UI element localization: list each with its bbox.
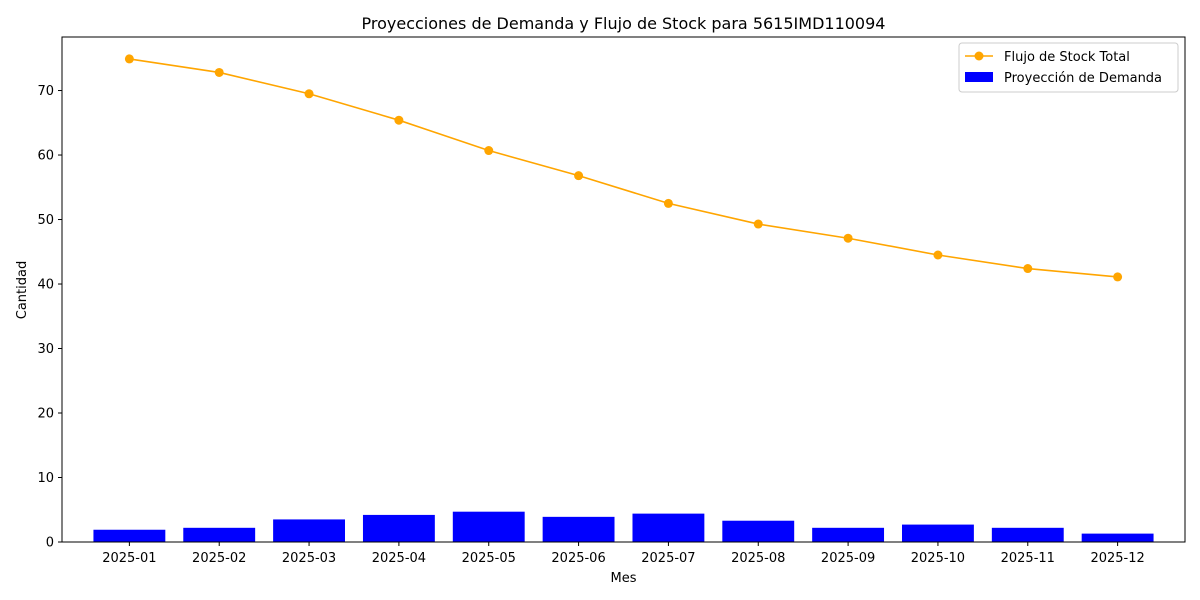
demand-bar <box>183 527 256 542</box>
x-tick-label: 2025-07 <box>641 551 695 566</box>
demand-bar <box>722 520 795 542</box>
y-tick-label: 0 <box>46 536 54 551</box>
x-tick-label: 2025-04 <box>372 551 426 566</box>
stock-flow-point <box>574 171 584 181</box>
stock-flow-point <box>124 54 134 64</box>
demand-bar <box>902 524 974 542</box>
demand-bar <box>452 511 525 542</box>
stock-flow-point <box>753 219 763 229</box>
y-tick-label: 20 <box>37 407 54 422</box>
legend-label-stock: Flujo de Stock Total <box>1004 50 1130 65</box>
x-axis-label: Mes <box>611 571 637 586</box>
stock-flow-line <box>129 58 1118 278</box>
y-tick-label: 10 <box>37 471 54 486</box>
stock-flow-point <box>663 198 673 208</box>
x-tick-label: 2025-08 <box>731 551 785 566</box>
y-axis-label: Cantidad <box>15 261 30 319</box>
y-tick-label: 40 <box>37 278 54 293</box>
demand-bar <box>273 519 345 542</box>
legend-marker-swatch <box>974 51 984 61</box>
y-tick-label: 50 <box>37 213 54 228</box>
demand-bar <box>542 516 615 542</box>
stock-flow-point <box>1113 272 1123 282</box>
x-tick-label: 2025-10 <box>911 551 965 566</box>
x-tick-label: 2025-01 <box>102 551 156 566</box>
demand-bar <box>362 514 435 542</box>
demand-bar <box>1081 533 1154 542</box>
x-tick-label: 2025-11 <box>1001 551 1055 566</box>
stock-flow-point <box>843 233 853 243</box>
x-tick-label: 2025-03 <box>282 551 336 566</box>
x-tick-label: 2025-05 <box>462 551 516 566</box>
y-tick-label: 70 <box>37 84 54 99</box>
x-tick-label: 2025-09 <box>821 551 875 566</box>
stock-flow-point <box>484 146 494 156</box>
legend-box <box>958 42 1179 93</box>
demand-bar <box>632 513 705 542</box>
plot-frame <box>61 36 1186 543</box>
legend-bar-swatch <box>965 72 993 82</box>
chart-title: Proyecciones de Demanda y Flujo de Stock… <box>362 14 886 33</box>
stock-flow-point <box>214 67 224 77</box>
stock-flow-point <box>304 89 314 99</box>
y-tick-label: 60 <box>37 149 54 164</box>
stock-flow-point <box>394 115 404 125</box>
stock-flow-point <box>1023 264 1033 274</box>
plot-area: 0 10 20 30 40 50 60 70 2025-01 2025-02 2025-03 2025… <box>37 36 1186 566</box>
stock-flow-point <box>933 250 943 260</box>
demand-bar <box>93 529 166 542</box>
y-tick-label: 30 <box>37 342 54 357</box>
x-tick-label: 2025-02 <box>192 551 246 566</box>
x-tick-label: 2025-12 <box>1090 551 1144 566</box>
legend: Flujo de Stock Total Proyección de Deman… <box>958 42 1179 93</box>
demand-bar <box>812 527 885 542</box>
demand-bar <box>991 527 1064 542</box>
x-tick-label: 2025-06 <box>551 551 605 566</box>
legend-label-demand: Proyección de Demanda <box>1004 71 1162 86</box>
